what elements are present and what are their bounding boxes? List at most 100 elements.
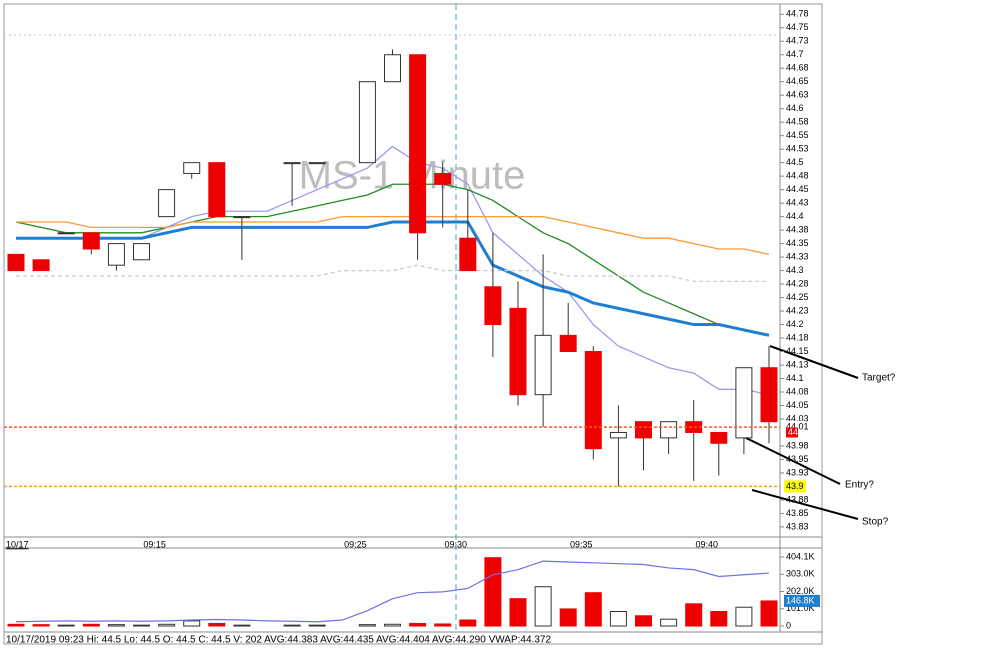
volume-bar	[534, 586, 552, 627]
y-tick-label: 44.58	[786, 117, 809, 127]
y-tick-label: 44.55	[786, 130, 809, 140]
volume-bar	[660, 618, 678, 627]
candle-body	[308, 162, 326, 165]
y-tick-label: 44.18	[786, 332, 809, 342]
y-tick-label: 44.08	[786, 386, 809, 396]
level-label-bg	[784, 480, 806, 493]
volume-bar	[710, 610, 728, 627]
y-tick-label: 44.68	[786, 63, 809, 73]
y-tick-label: 44.45	[786, 184, 809, 194]
y-tick-label: 44.5	[786, 157, 804, 167]
y-tick-label: 44.3	[786, 265, 804, 275]
volume-bar	[559, 608, 577, 627]
candle-body	[710, 431, 728, 444]
annotation: Entry?	[845, 480, 874, 491]
volume-bar	[635, 615, 652, 627]
candle-body	[32, 259, 50, 272]
volume-bar	[735, 606, 753, 627]
candle-body	[358, 81, 376, 164]
indicator-line	[16, 215, 770, 256]
candle-body	[459, 237, 477, 272]
annotation-arrow	[769, 345, 859, 379]
y-tick-label: 44.65	[786, 76, 809, 86]
volume-bar	[484, 557, 502, 627]
candle-body	[760, 367, 778, 423]
volume-bar	[283, 624, 301, 627]
y-tick-label: 43.83	[786, 521, 809, 531]
volume-marker: 146.8K	[786, 595, 815, 605]
volume-marker-bg	[784, 594, 820, 607]
level-label: 44.01	[786, 421, 809, 431]
y-tick-label: 44.7	[786, 49, 804, 59]
y-tick-label: 44.53	[786, 144, 809, 154]
x-tick-label: 09:40	[696, 539, 719, 549]
volume-bar	[7, 623, 25, 627]
date-label: 10/17	[6, 539, 29, 549]
annotation: Target?	[862, 373, 896, 384]
volume-average	[15, 560, 770, 623]
status-bar: 10/17/2019 09:23 Hi: 44.5 Lo: 44.5 O: 44…	[6, 635, 551, 646]
indicator-line	[16, 264, 769, 283]
volume-bar	[760, 600, 778, 627]
annotation-arrow	[751, 489, 859, 520]
frame	[3, 3, 823, 645]
y-tick-label: 44.1	[786, 373, 804, 383]
x-tick-label: 09:35	[570, 539, 593, 549]
annotation-arrow	[741, 435, 841, 485]
candle-body	[509, 307, 527, 396]
candle-body	[57, 232, 75, 235]
y-tick-label: 44.23	[786, 305, 809, 315]
indicator-line	[16, 220, 770, 337]
candle-body	[183, 162, 201, 174]
volume-bar	[308, 624, 326, 627]
volume-bar	[584, 592, 602, 627]
candle-body	[735, 367, 753, 439]
volume-bar	[82, 623, 100, 627]
candle-body	[434, 172, 452, 185]
x-tick-label: 09:25	[344, 539, 367, 549]
volume-bar	[434, 623, 452, 627]
candle-body	[409, 54, 427, 234]
y-tick-label: 44.33	[786, 251, 809, 261]
x-tick-label: 09:30	[445, 539, 468, 549]
annotation: Stop?	[862, 517, 889, 528]
candle-body	[82, 232, 100, 250]
volume-bar	[107, 624, 125, 627]
y-tick-label: 303.0K	[786, 569, 815, 579]
volume-bar	[32, 624, 50, 627]
y-tick-label: 44.03	[786, 413, 809, 423]
y-tick-label: 43.85	[786, 508, 809, 518]
volume-bar	[158, 623, 176, 627]
y-tick-label: 44.6	[786, 103, 804, 113]
y-tick-label: 44.35	[786, 238, 809, 248]
volume-bar	[233, 624, 251, 627]
candle-body	[107, 243, 125, 266]
y-tick-label: 44.4	[786, 211, 804, 221]
indicator-line	[15, 183, 770, 336]
volume-bar	[409, 622, 427, 627]
volume-bar	[459, 619, 477, 627]
volume-bar	[358, 624, 376, 627]
candle-body	[133, 243, 150, 261]
y-tick-label: 44.43	[786, 198, 809, 208]
candle-body	[158, 189, 176, 218]
candle-body	[208, 162, 226, 218]
x-tick-label: 09:15	[143, 539, 166, 549]
y-tick-label: 44.63	[786, 90, 809, 100]
y-tick-label: 0	[786, 620, 791, 630]
volume-bar	[183, 620, 201, 627]
candle-body	[584, 351, 602, 450]
y-tick-label: 43.88	[786, 494, 809, 504]
candle-body	[233, 216, 251, 219]
y-tick-label: 44.78	[786, 9, 809, 19]
y-tick-label: 44.48	[786, 171, 809, 181]
y-tick-label: 44.13	[786, 359, 809, 369]
candle-body	[559, 334, 577, 353]
candle-body	[609, 431, 627, 439]
y-tick-label: 44.75	[786, 22, 809, 32]
volume-bar	[685, 603, 703, 627]
y-tick-label: 44.73	[786, 36, 809, 46]
candle-body	[7, 253, 25, 272]
candle-body	[283, 162, 301, 165]
